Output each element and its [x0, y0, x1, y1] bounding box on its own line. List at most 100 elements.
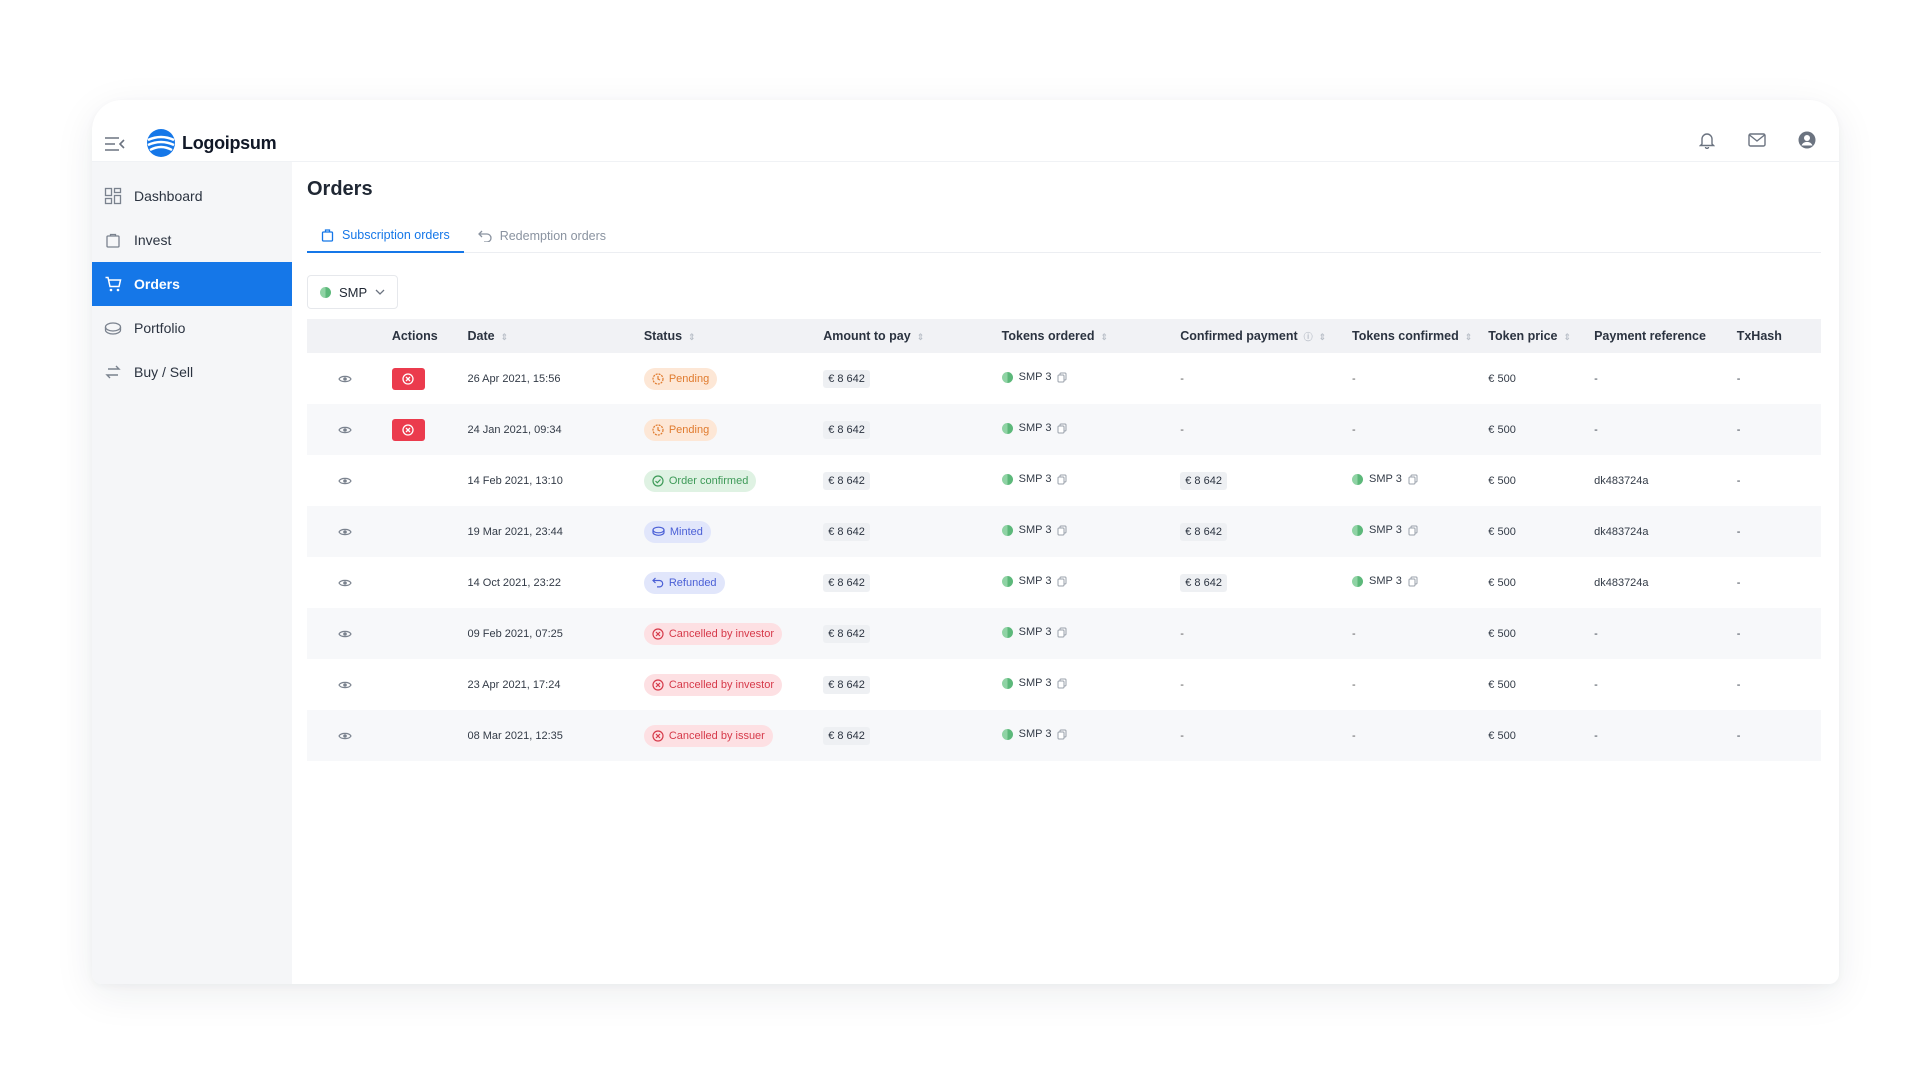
copy-icon[interactable] — [1057, 678, 1067, 689]
view-order-button[interactable] — [315, 578, 376, 588]
date-cell: 26 Apr 2021, 15:56 — [467, 372, 561, 385]
info-icon[interactable]: ⓘ — [1303, 332, 1313, 342]
logo[interactable]: Logoipsum — [146, 126, 277, 160]
table-row[interactable]: 14 Oct 2021, 23:22 Refunded € 8 642 SMP … — [307, 557, 1821, 608]
sort-icon[interactable]: ⇕ — [688, 332, 696, 342]
col-token-price[interactable]: Token price ⇕ — [1488, 329, 1572, 343]
tokens-ordered-value: SMP 3 — [1018, 677, 1052, 690]
sidebar-item-buy-sell[interactable]: Buy / Sell — [92, 350, 292, 394]
token-price-cell: € 500 — [1488, 423, 1516, 436]
eye-icon[interactable] — [338, 578, 353, 588]
sidebar-item-label: Buy / Sell — [134, 364, 194, 380]
check-circle-icon — [652, 474, 664, 487]
token-filter-select[interactable]: SMP — [307, 275, 399, 309]
eye-icon[interactable] — [338, 731, 353, 741]
copy-icon[interactable] — [1057, 372, 1067, 383]
status-badge: Refunded — [643, 571, 725, 594]
eye-icon[interactable] — [338, 527, 353, 537]
payment-reference-cell: dk483724a — [1594, 525, 1649, 538]
amount-value: € 8 642 — [823, 522, 870, 541]
table-row[interactable]: 19 Mar 2021, 23:44 Minted € 8 642 SMP 3 … — [307, 506, 1821, 557]
payment-reference-cell: - — [1594, 372, 1598, 385]
token-price-cell: € 500 — [1488, 627, 1516, 640]
copy-icon[interactable] — [1057, 525, 1067, 536]
empty-value: - — [1180, 372, 1184, 385]
sidebar-item-orders[interactable]: Orders — [92, 262, 292, 306]
clock-icon — [652, 423, 664, 436]
copy-icon[interactable] — [1057, 474, 1067, 485]
amount-value: € 8 642 — [823, 420, 870, 439]
tab-redemption-orders[interactable]: Redemption orders — [464, 219, 620, 253]
token-icon — [320, 286, 331, 298]
copy-icon[interactable] — [1057, 729, 1067, 740]
copy-icon[interactable] — [1057, 423, 1067, 434]
tokens-confirmed-value: SMP 3 — [1369, 575, 1402, 588]
payment-reference-cell: - — [1594, 423, 1598, 436]
view-order-button[interactable] — [315, 425, 376, 435]
token-icon — [1352, 524, 1363, 536]
order-tabs: Subscription orders Redemption orders — [307, 219, 1821, 253]
bell-icon[interactable] — [1697, 130, 1717, 150]
txhash-cell: - — [1736, 627, 1741, 640]
amount-value: € 8 642 — [823, 624, 870, 643]
date-cell: 09 Feb 2021, 07:25 — [467, 627, 563, 640]
view-order-button[interactable] — [315, 527, 376, 537]
status-label: Refunded — [668, 576, 717, 589]
table-row[interactable]: 26 Apr 2021, 15:56 Pending € 8 642 SMP 3… — [307, 353, 1821, 404]
sort-icon[interactable]: ⇕ — [1318, 332, 1327, 342]
status-label: Pending — [668, 372, 710, 385]
view-order-button[interactable] — [315, 629, 376, 639]
col-confirmed-payment[interactable]: Confirmed payment ⓘ ⇕ — [1180, 329, 1327, 343]
col-payment-reference: Payment reference — [1594, 329, 1706, 343]
copy-icon[interactable] — [1408, 576, 1418, 587]
eye-icon[interactable] — [338, 374, 353, 384]
col-amount[interactable]: Amount to pay ⇕ — [823, 329, 925, 343]
sidebar-item-invest[interactable]: Invest — [92, 218, 292, 262]
copy-icon[interactable] — [1057, 627, 1067, 638]
tab-subscription-orders[interactable]: Subscription orders — [307, 219, 464, 253]
cart-icon — [105, 276, 122, 292]
menu-collapse-icon[interactable] — [104, 136, 126, 152]
empty-value: - — [1352, 678, 1356, 691]
view-order-button[interactable] — [315, 374, 376, 384]
table-row[interactable]: 23 Apr 2021, 17:24 Cancelled by investor… — [307, 659, 1821, 710]
sort-icon[interactable]: ⇕ — [500, 332, 509, 342]
eye-icon[interactable] — [338, 476, 353, 486]
sidebar-item-portfolio[interactable]: Portfolio — [92, 306, 292, 350]
view-order-button[interactable] — [315, 680, 376, 690]
sort-icon[interactable]: ⇕ — [1100, 332, 1109, 342]
col-date[interactable]: Date ⇕ — [467, 329, 509, 343]
mail-icon[interactable] — [1747, 130, 1767, 150]
page-title: Orders — [307, 178, 373, 200]
status-label: Minted — [669, 525, 703, 538]
token-icon — [1001, 728, 1013, 740]
confirmed-payment-value: € 8 642 — [1180, 471, 1227, 490]
col-tokens-ordered[interactable]: Tokens ordered ⇕ — [1001, 329, 1109, 343]
col-tokens-confirmed[interactable]: Tokens confirmed ⇕ — [1352, 329, 1473, 343]
copy-icon[interactable] — [1408, 474, 1418, 485]
table-row[interactable]: 08 Mar 2021, 12:35 Cancelled by issuer €… — [307, 710, 1821, 761]
copy-icon[interactable] — [1408, 525, 1418, 536]
eye-icon[interactable] — [338, 425, 353, 435]
cancel-order-button[interactable] — [391, 367, 425, 390]
table-row[interactable]: 09 Feb 2021, 07:25 Cancelled by investor… — [307, 608, 1821, 659]
sort-icon[interactable]: ⇕ — [916, 332, 925, 342]
view-order-button[interactable] — [315, 476, 376, 486]
copy-icon[interactable] — [1057, 576, 1067, 587]
eye-icon[interactable] — [338, 629, 353, 639]
txhash-cell: - — [1736, 372, 1741, 385]
sidebar-item-dashboard[interactable]: Dashboard — [92, 174, 292, 218]
tab-label: Redemption orders — [499, 229, 607, 243]
table-row[interactable]: 24 Jan 2021, 09:34 Pending € 8 642 SMP 3… — [307, 404, 1821, 455]
cancel-order-button[interactable] — [391, 418, 425, 441]
txhash-cell: - — [1736, 423, 1741, 436]
col-status[interactable]: Status ⇕ — [643, 329, 696, 343]
table-row[interactable]: 14 Feb 2021, 13:10 Order confirmed € 8 6… — [307, 455, 1821, 506]
bag-icon — [321, 229, 334, 242]
tokens-ordered-value: SMP 3 — [1018, 728, 1052, 741]
eye-icon[interactable] — [338, 680, 353, 690]
sort-icon[interactable]: ⇕ — [1464, 332, 1473, 342]
view-order-button[interactable] — [315, 731, 376, 741]
user-account-icon[interactable] — [1797, 130, 1817, 150]
sort-icon[interactable]: ⇕ — [1563, 332, 1572, 342]
